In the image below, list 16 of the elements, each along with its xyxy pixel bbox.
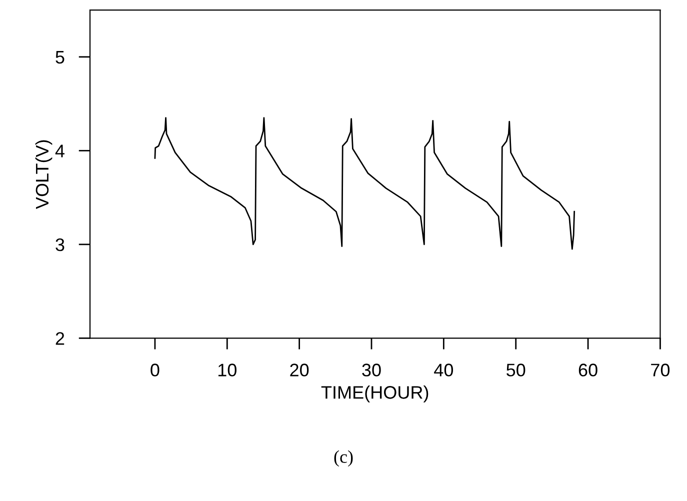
y-tick-label: 5 <box>56 51 64 64</box>
x-tick-label: 30 <box>362 364 381 376</box>
line-series <box>154 117 576 250</box>
x-axis-title: TIME(HOUR) <box>321 386 428 402</box>
text: (c) <box>334 450 353 467</box>
y-tick-label: 4 <box>55 144 64 158</box>
x-tick-label: 50 <box>506 364 526 376</box>
x-tick-label: 10 <box>218 364 236 376</box>
x-tick-label: 60 <box>578 364 598 376</box>
x-tick-label: 20 <box>290 364 309 376</box>
x-tick-label: 70 <box>651 364 670 376</box>
y-tick-label: 3 <box>56 238 64 252</box>
x-tick-label: 40 <box>434 364 454 376</box>
y-axis-title: VOLT(V) <box>35 140 52 209</box>
x-tick-label: 0 <box>150 364 160 376</box>
y-tick-label: 2 <box>56 332 64 345</box>
